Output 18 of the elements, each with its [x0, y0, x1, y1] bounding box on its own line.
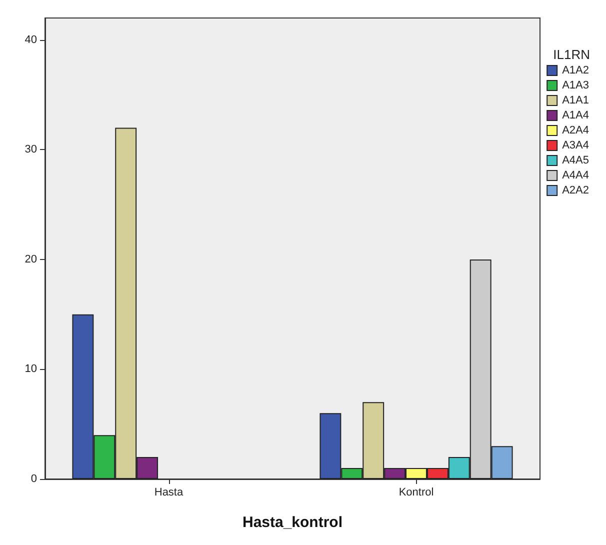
x-tick-label: Kontrol	[398, 486, 434, 498]
x-axis-title: Hasta_kontrol	[242, 514, 343, 531]
legend-label: A1A2	[562, 64, 590, 76]
legend-title: IL1RN	[553, 47, 590, 62]
y-tick-label: 10	[24, 363, 37, 376]
legend-label: A1A3	[562, 80, 590, 92]
x-tick-label: Hasta	[154, 486, 184, 498]
legend-label: A2A2	[562, 184, 590, 196]
legend-label: A4A4	[562, 170, 590, 182]
legend-label: A4A5	[562, 154, 590, 166]
y-tick-label: 30	[24, 144, 37, 156]
y-tick-label: 40	[24, 34, 37, 46]
y-tick-label: 20	[24, 253, 37, 266]
legend-label: A3A4	[562, 140, 590, 152]
legend-label: A1A1	[562, 94, 590, 106]
legend-label: A2A4	[562, 124, 590, 136]
legend-label: A1A4	[562, 110, 590, 122]
y-tick-label: 0	[30, 473, 37, 485]
